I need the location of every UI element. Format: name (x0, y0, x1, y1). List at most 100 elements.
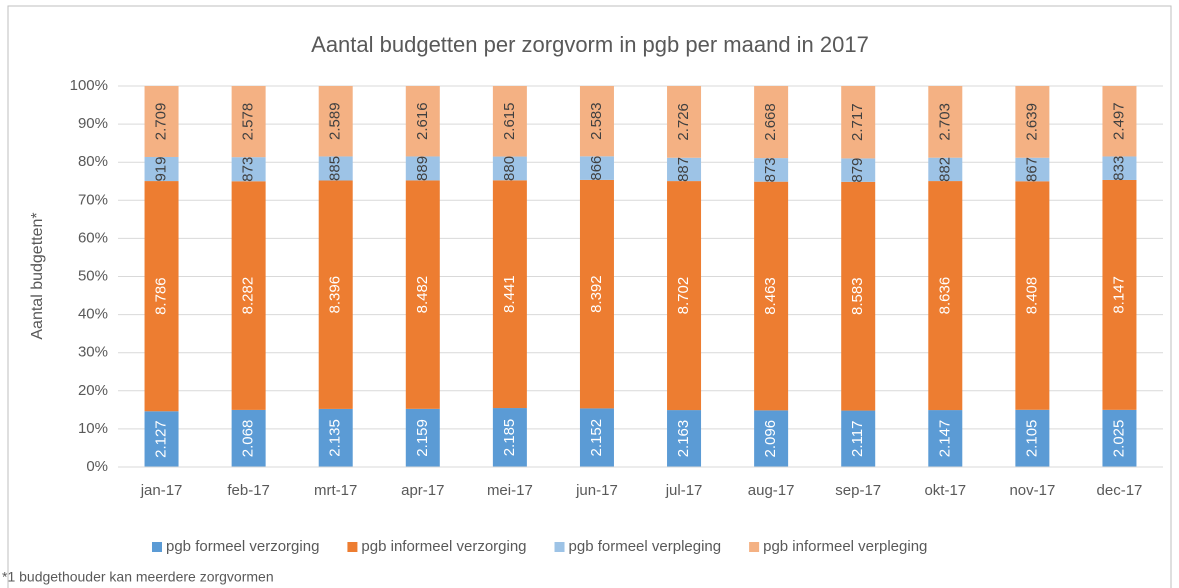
bar-segment (579, 408, 614, 467)
bar-segment (841, 410, 876, 467)
data-label: 8.463 (762, 277, 779, 315)
data-label: 2.616 (414, 102, 431, 140)
bar-segment (754, 410, 789, 467)
bar-segment (1015, 409, 1050, 467)
legend-label: pgb informeel verzorging (361, 538, 526, 555)
data-label: 8.702 (675, 277, 692, 315)
legend-swatch (749, 542, 760, 552)
x-tick-label: sep-17 (835, 482, 881, 499)
x-tick-label: nov-17 (1009, 482, 1055, 499)
data-label: 8.282 (240, 277, 257, 315)
bar-segment (231, 409, 266, 467)
bar-segment (318, 408, 353, 467)
bar-segment (144, 181, 179, 412)
bar-segment (405, 408, 440, 467)
data-label: 2.127 (153, 420, 170, 458)
bar-segment (492, 180, 527, 409)
bar-segment (1102, 409, 1137, 467)
data-label: 873 (762, 157, 779, 182)
bar-segment (667, 157, 702, 182)
x-tick-label: jul-17 (665, 482, 703, 499)
data-label: 2.578 (240, 103, 257, 141)
y-tick-label: 60% (78, 229, 108, 246)
y-tick-label: 30% (78, 344, 108, 361)
bar-segment (928, 410, 963, 467)
data-label: 2.709 (153, 103, 170, 141)
y-tick-label: 90% (78, 115, 108, 132)
bar-segment (1015, 86, 1050, 158)
bar-segment (405, 86, 440, 157)
data-label: 2.583 (588, 102, 605, 140)
y-axis-label: Aantal budgetten* (29, 212, 46, 339)
bar-segment (841, 86, 876, 159)
data-label: 887 (675, 157, 692, 182)
y-tick-label: 20% (78, 382, 108, 399)
data-label: 833 (1110, 156, 1127, 181)
legend-swatch (347, 542, 358, 552)
bar-segment (667, 181, 702, 411)
bar-segment (754, 181, 789, 411)
bar-segment (231, 86, 266, 158)
data-label: 2.185 (501, 419, 518, 457)
bar-segment (667, 86, 702, 158)
bar-segment (492, 408, 527, 467)
data-label: 867 (1023, 157, 1040, 182)
data-label: 8.147 (1110, 276, 1127, 314)
bar-segment (928, 181, 963, 411)
y-tick-label: 10% (78, 420, 108, 437)
data-label: 889 (414, 156, 431, 181)
data-label: 8.408 (1023, 277, 1040, 315)
data-label: 2.668 (762, 103, 779, 141)
data-label: 885 (327, 156, 344, 181)
bar-segment (405, 156, 440, 181)
data-label: 8.786 (153, 277, 170, 315)
bar-segment (928, 157, 963, 182)
bar-segment (579, 179, 614, 409)
data-label: 8.441 (501, 275, 518, 313)
bar-segment (318, 180, 353, 409)
bar-segment (492, 156, 527, 181)
bar-segment (1015, 157, 1050, 182)
data-label: 2.025 (1110, 420, 1127, 458)
chart-title: Aantal budgetten per zorgvorm in pgb per… (311, 32, 869, 57)
bar-segment (754, 86, 789, 159)
bar-segment (579, 156, 614, 180)
bar-segment (318, 156, 353, 181)
data-label: 2.717 (849, 103, 866, 141)
x-tick-label: mrt-17 (314, 482, 357, 499)
data-label: 2.615 (501, 103, 518, 141)
footnote: *1 budgethouder kan meerdere zorgvormen (2, 569, 274, 585)
bar-segment (144, 156, 179, 182)
data-label: 2.703 (936, 103, 953, 141)
x-tick-label: jan-17 (140, 482, 183, 499)
bar-segment (928, 86, 963, 158)
data-label: 8.482 (414, 276, 431, 314)
data-label: 866 (588, 156, 605, 181)
data-label: 2.726 (675, 103, 692, 141)
legend-swatch (554, 542, 565, 552)
data-label: 8.392 (588, 275, 605, 313)
data-label: 2.152 (588, 419, 605, 457)
data-label: 2.159 (414, 419, 431, 457)
data-label: 2.589 (327, 102, 344, 140)
legend-label: pgb formeel verzorging (166, 538, 319, 555)
x-tick-label: okt-17 (924, 482, 966, 499)
legend-label: pgb formeel verpleging (569, 538, 722, 555)
bar-segment (144, 86, 179, 157)
bar-segment (667, 410, 702, 467)
y-tick-label: 0% (86, 458, 108, 475)
y-tick-label: 50% (78, 267, 108, 284)
y-tick-label: 70% (78, 191, 108, 208)
y-tick-label: 100% (70, 77, 108, 94)
bar-segment (1102, 179, 1137, 410)
data-label: 2.135 (327, 419, 344, 457)
legend-swatch (152, 542, 162, 552)
bar-segment (318, 86, 353, 157)
y-tick-label: 40% (78, 306, 108, 323)
data-label: 2.497 (1110, 102, 1127, 140)
bar-segment (1102, 156, 1137, 180)
data-label: 880 (501, 156, 518, 181)
data-label: 919 (153, 157, 170, 182)
bar-segment (492, 86, 527, 157)
